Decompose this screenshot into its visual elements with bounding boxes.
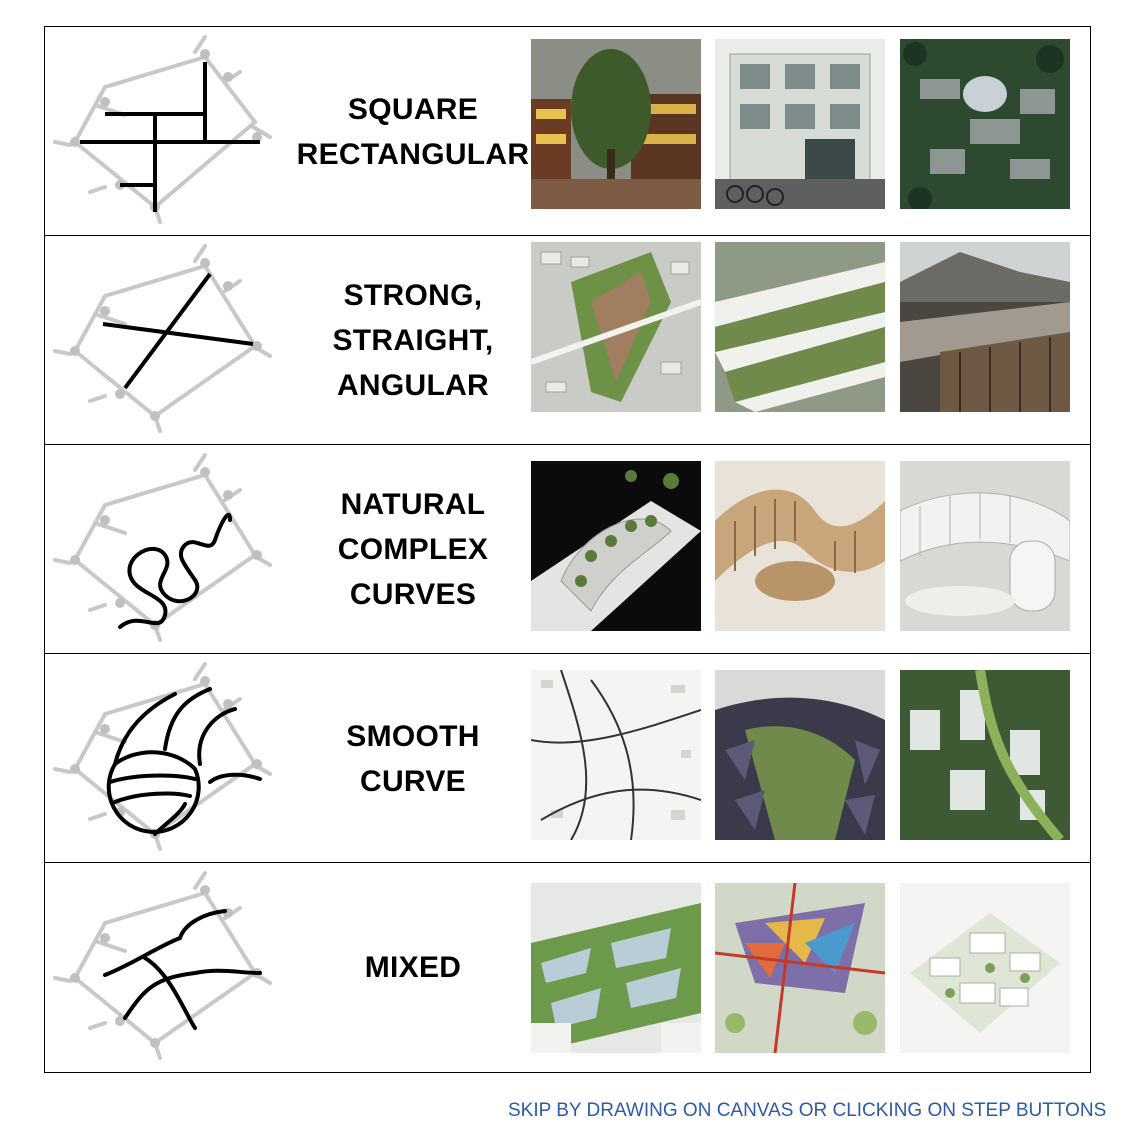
label-line: RECTANGULAR: [296, 137, 530, 171]
rectangular-grid-sketch: [53, 35, 272, 224]
row-smooth-curve: SMOOTH CURVE: [45, 654, 1090, 863]
wooden-curved-model-photo: [715, 461, 885, 631]
label-line: STRAIGHT,: [332, 324, 494, 357]
label-line: STRONG,: [343, 279, 483, 312]
pattern-label: SMOOTH CURVE: [303, 654, 523, 863]
angular-diagonal-sketch: [53, 244, 272, 433]
row-natural-complex-curves: NATURAL COMPLEX CURVES: [45, 445, 1090, 654]
row-mixed: MIXED: [45, 863, 1090, 1072]
white-curved-model-photo: [900, 461, 1070, 631]
complex-curves-sketch: [53, 453, 272, 642]
curved-canopy-aerial-render: [715, 670, 885, 840]
label-line: ANGULAR: [336, 369, 490, 402]
row-strong-straight-angular: STRONG, STRAIGHT, ANGULAR: [45, 236, 1090, 445]
mixed-green-district-render: [531, 883, 701, 1053]
patterns-table: SQUARE RECTANGULAR: [44, 26, 1091, 1073]
mixed-colorful-masterplan: [715, 883, 885, 1053]
pattern-label: STRONG, STRAIGHT, ANGULAR: [303, 236, 523, 445]
skip-instruction-text: SKIP BY DRAWING ON CANVAS OR CLICKING ON…: [508, 1100, 1107, 1121]
pattern-label: NATURAL COMPLEX CURVES: [303, 445, 523, 654]
mixed-white-blocks-plan: [900, 883, 1070, 1053]
courtyard-building-photo: [531, 39, 701, 209]
angular-masterplan-render: [531, 242, 701, 412]
row-square-rectangular: SQUARE RECTANGULAR: [45, 27, 1090, 236]
mixed-network-sketch: [53, 871, 272, 1060]
angular-roof-hillside-render: [900, 242, 1070, 412]
label-line: NATURAL: [340, 488, 486, 521]
aerial-campus-dome-photo: [900, 39, 1070, 209]
green-district-aerial-render: [900, 670, 1070, 840]
label-line: COMPLEX: [337, 533, 489, 566]
label-line: CURVE: [360, 764, 466, 798]
angular-green-bands-render: [715, 242, 885, 412]
label-line: CURVES: [349, 578, 477, 611]
label-line: MIXED: [364, 951, 462, 984]
curved-terrace-model-photo: [531, 461, 701, 631]
pattern-label: SQUARE RECTANGULAR: [297, 27, 529, 236]
smooth-curve-site-plan: [531, 670, 701, 840]
hauptgebaeude-entrance-photo: [715, 39, 885, 209]
label-line: SMOOTH: [346, 719, 480, 753]
smooth-curve-sketch: [53, 662, 272, 851]
pattern-label: MIXED: [303, 863, 523, 1072]
label-line: SQUARE: [347, 92, 479, 126]
